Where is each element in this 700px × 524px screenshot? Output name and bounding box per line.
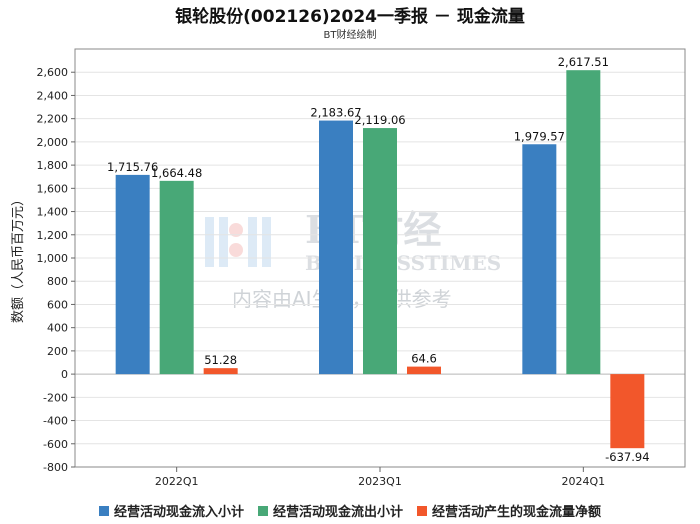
legend-swatch-inflow [98,505,109,516]
data-label: 2,119.06 [354,113,405,127]
x-tick-label: 2023Q1 [358,475,402,488]
legend-item-outflow[interactable]: 经营活动现金流出小计 [257,501,403,520]
y-tick-label: 1,400 [37,206,69,219]
data-label: -637.94 [605,450,649,464]
data-label: 2,617.51 [558,55,609,69]
y-tick-label: -800 [43,461,68,474]
y-tick-label: 1,200 [37,229,69,242]
bar[interactable] [115,174,150,375]
data-label: 51.28 [204,353,237,367]
bar[interactable] [159,180,194,375]
y-axis-label: 数额（人民币百万元） [11,193,26,323]
y-tick-label: -400 [43,415,68,428]
x-tick-label: 2024Q1 [562,475,606,488]
bar[interactable] [610,374,645,449]
x-tick-label: 2022Q1 [155,475,199,488]
data-label: 1,664.48 [151,166,202,180]
bar[interactable] [363,128,397,375]
y-tick-label: 2,200 [37,113,69,126]
y-tick-label: 1,000 [37,252,69,265]
data-label: 1,715.76 [107,160,158,174]
chart-subtitle: BT财经绘制 [323,30,377,41]
bar[interactable] [522,144,557,375]
legend-swatch-outflow [257,505,268,516]
y-tick-label: 1,800 [37,159,69,172]
y-tick-label: -200 [43,391,68,404]
legend-label-inflow: 经营活动现金流入小计 [113,505,244,520]
legend-label-outflow: 经营活动现金流出小计 [272,505,403,520]
data-label: 1,979.57 [514,129,565,143]
label-layer: 1,715.761,664.48 51.28 2,183.672,119.06 64.… [107,55,649,464]
legend: 经营活动现金流入小计 经营活动现金流出小计 经营活动产生的现金流量净额 [0,501,700,520]
bar[interactable] [566,70,601,375]
data-label: 2,183.67 [310,106,361,120]
y-tick-label: 600 [47,298,68,311]
y-tick-label: 2,400 [37,89,69,102]
bar[interactable] [203,368,238,375]
bar[interactable] [319,120,353,375]
data-label: 64.6 [411,352,437,366]
legend-item-net[interactable]: 经营活动产生的现金流量净额 [417,501,601,520]
y-tick-label: 400 [47,322,68,335]
y-tick-label: -600 [43,438,68,451]
y-tick-label: 800 [47,275,68,288]
bar-layer [115,70,645,449]
y-tick-label: 2,600 [37,66,69,79]
y-tick-label: 0 [61,368,68,381]
y-tick-label: 2,000 [37,136,69,149]
bar[interactable] [407,366,441,375]
axis-layer: -800 -600 -400 -200 0 200 400 600 800 1,000 1,200 1… [37,48,686,488]
legend-label-net: 经营活动产生的现金流量净额 [432,505,602,520]
y-tick-label: 1,600 [37,182,69,195]
legend-swatch-net [417,505,427,516]
chart-title: 银轮股份(002126)2024一季报 － 现金流量 [175,7,525,27]
legend-item-inflow[interactable]: 经营活动现金流入小计 [98,501,244,520]
y-tick-label: 200 [47,345,68,358]
